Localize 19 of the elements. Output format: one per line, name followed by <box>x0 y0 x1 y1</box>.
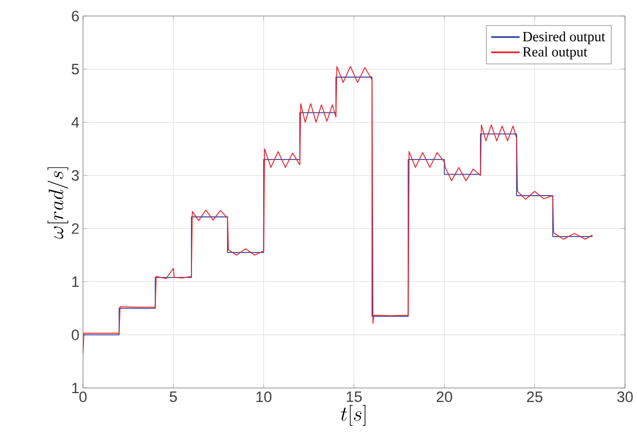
x-tick-label: 0 <box>79 392 87 402</box>
legend-label: Desired output <box>522 31 606 44</box>
y-tick-label: 1 <box>72 382 79 394</box>
x-tick-label: 30 <box>617 392 633 402</box>
y-tick-label: 5 <box>72 64 79 74</box>
x-tick-label: 25 <box>527 392 542 402</box>
y-tick-label: 1 <box>72 276 79 287</box>
x-tick-label: 10 <box>256 392 272 402</box>
legend-label: Real output <box>522 46 588 60</box>
x-tick-label: 5 <box>170 392 177 402</box>
x-axis-title: $t[s]$ <box>340 405 366 426</box>
y-tick-label: 6 <box>72 10 79 22</box>
y-tick-label: 0 <box>72 330 79 340</box>
y-tick-label: 2 <box>72 223 79 234</box>
x-tick-label: 15 <box>346 392 362 402</box>
y-tick-label: 3 <box>72 170 79 181</box>
y-tick-label: 4 <box>71 117 80 128</box>
x-tick-label: 20 <box>436 392 452 402</box>
y-axis-title: $\omega[rad/s]$ <box>48 167 68 239</box>
